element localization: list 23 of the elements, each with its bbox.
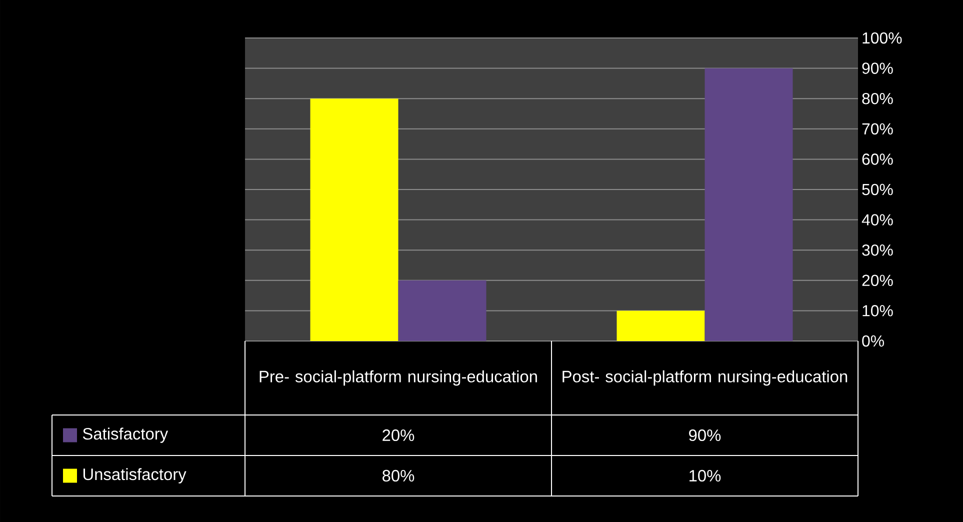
y-tick-label: 100%: [862, 32, 902, 44]
x-tick-label: Post- social-platform nursing-education: [562, 370, 848, 386]
data-label: 80%: [382, 470, 414, 482]
x-tick-label: Pre- social-platform nursing-education: [260, 370, 537, 386]
y-tick-label: 60%: [862, 154, 893, 165]
data-label: 90%: [689, 429, 721, 442]
y-tick-label: 70%: [862, 123, 893, 135]
bar: [704, 68, 793, 341]
legend-label: Satisfactory: [82, 428, 168, 443]
bar: [616, 310, 705, 341]
y-tick-label: 90%: [862, 62, 893, 74]
data-label: 20%: [382, 429, 414, 442]
y-tick-label: 30%: [862, 244, 893, 256]
legend-label: Unsatisfactory: [83, 468, 186, 484]
y-tick-label: 20%: [862, 274, 893, 286]
bar: [398, 280, 486, 341]
data-label: 10%: [690, 470, 721, 482]
y-tick-label: 80%: [862, 92, 893, 104]
y-tick-label: 50%: [862, 184, 893, 196]
bar: [310, 98, 398, 341]
y-tick-label: 40%: [862, 214, 893, 226]
y-tick-label: 0%: [862, 335, 884, 347]
y-tick-label: 10%: [862, 305, 893, 316]
